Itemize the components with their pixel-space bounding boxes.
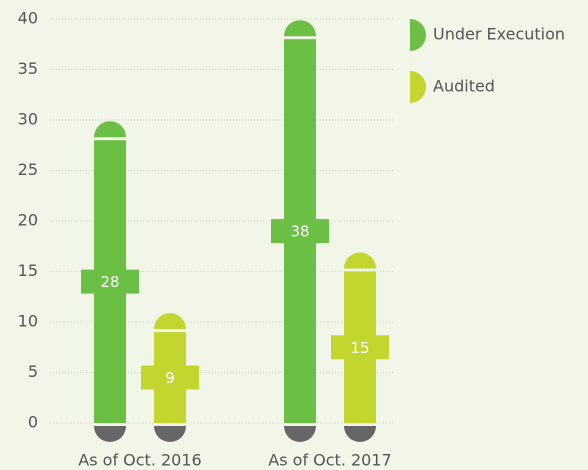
bar-base	[94, 426, 126, 442]
value-label-box	[141, 365, 199, 390]
legend-swatch	[410, 19, 426, 51]
bar-base	[154, 426, 186, 442]
y-tick-label: 0	[28, 413, 38, 432]
x-tick-label: As of Oct. 2017	[268, 451, 391, 470]
y-tick-label: 25	[18, 160, 38, 179]
bar-base	[284, 426, 316, 442]
y-tick-label: 20	[18, 211, 38, 230]
x-tick-label: As of Oct. 2016	[78, 451, 201, 470]
value-label: 38	[290, 223, 309, 241]
bar-cap	[284, 20, 316, 37]
y-tick-label: 5	[28, 362, 38, 381]
bar-base	[344, 426, 376, 442]
value-label: 9	[165, 369, 175, 387]
bar-cap	[94, 121, 126, 138]
bar-cap	[344, 252, 376, 269]
y-tick-label: 40	[18, 9, 38, 28]
value-label-box	[331, 335, 389, 360]
value-label: 28	[100, 273, 119, 291]
value-label: 15	[350, 339, 369, 357]
value-label-box	[81, 269, 139, 294]
y-tick-label: 10	[18, 312, 38, 331]
legend-label: Under Execution	[433, 25, 565, 44]
y-tick-label: 30	[18, 110, 38, 129]
y-tick-label: 15	[18, 261, 38, 280]
y-tick-label: 35	[18, 59, 38, 78]
value-label-box	[271, 219, 329, 244]
legend-label: Audited	[433, 77, 495, 96]
bar-cap	[154, 313, 186, 330]
legend-swatch	[410, 71, 426, 103]
